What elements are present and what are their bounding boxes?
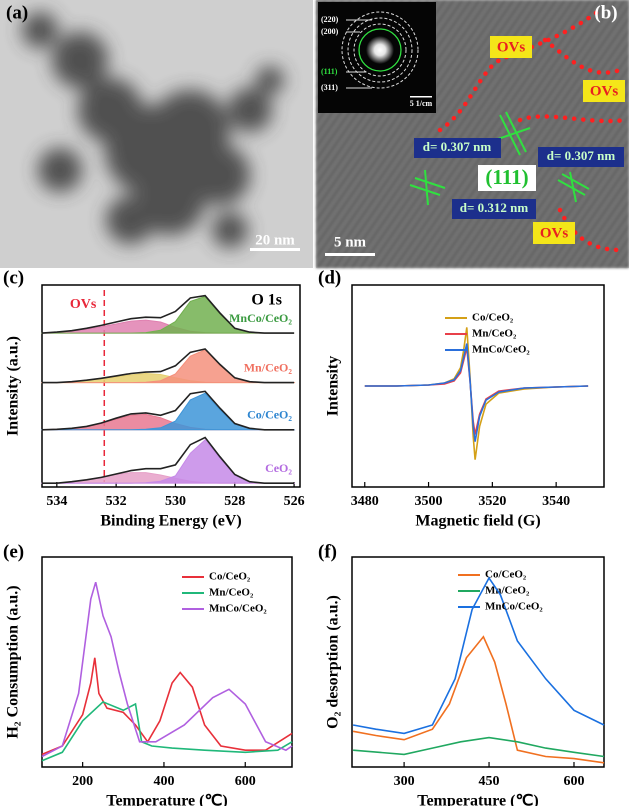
d-spacing-text: d= 0.307 nm [423,139,492,154]
legend-label: Co/CeO₂ [209,571,251,583]
saed-rings [341,11,419,89]
x-tick-label: 526 [284,494,305,509]
scale-bar-label: 20 nm [255,232,295,248]
x-tick-label: 3480 [351,494,379,509]
saed-ring-111 [358,28,402,72]
ov-text: OVs [540,225,569,241]
panel-b: (220) (200) (111) (311) 5 1/cm (b) OVs O… [316,0,629,268]
series-line [352,576,605,735]
legend-label: Co/CeO₂ [472,312,514,324]
y-axis-label: H₂ Consumption (a.u.) [5,585,22,738]
plot-frame [351,284,605,488]
legend-label: Mn/CeO₂ [209,587,254,599]
ov-dots [542,37,623,75]
series-line [42,436,295,484]
d-spacing-label: d= 0.307 nm [414,138,501,158]
ring-label: (220) [321,15,339,24]
d-spacing-label: d= 0.312 nm [452,199,536,219]
ov-dots [517,114,628,124]
y-axis-label: Intensity (a.u.) [5,336,22,436]
series-line [41,294,295,334]
reference-label: OVs [70,297,97,312]
x-tick-label: 3520 [478,494,506,509]
d-spacing-text: d= 0.307 nm [547,148,616,163]
scale-bar [325,253,375,256]
x-tick-label: 532 [106,494,127,509]
series-line [364,343,589,442]
plot-frame [41,284,301,488]
plot-frame [41,556,293,768]
y-axis-label: Intensity [325,356,342,416]
series-line [41,657,293,756]
x-tick-label: 600 [235,774,256,789]
legend-label: Co/CeO₂ [485,569,527,581]
x-tick-label: 300 [394,774,415,789]
x-tick-label: 530 [165,494,186,509]
x-axis-label: Temperature (℃) [417,793,539,806]
panel-label: (a) [6,2,28,23]
plane-text: (111) [485,165,528,189]
panel-label: (e) [3,541,24,562]
curve-label: CeO₂ [265,461,292,475]
series-line [353,736,605,758]
saed-center [366,36,394,64]
x-tick-label: 3540 [542,494,570,509]
x-tick-label: 3500 [415,494,443,509]
d-spacing-text: d= 0.312 nm [460,200,529,215]
series-line [352,635,605,764]
ov-label: OVs [583,80,625,102]
legend-label: Mn/CeO₂ [485,585,530,597]
curve-label: MnCo/CeO₂ [229,311,292,325]
legend-label: MnCo/CeO₂ [472,344,530,356]
plot-frame [351,556,605,768]
series-line [364,347,589,435]
ov-dots [557,207,623,253]
curve-label: Co/CeO₂ [247,408,292,422]
ring-label: (200) [321,27,339,36]
series-line [41,700,293,762]
scale-bar [250,248,300,251]
inset-scale-label: 5 1/cm [410,99,433,108]
series-line [42,348,295,384]
x-axis-label: Temperature (℃) [106,793,228,806]
x-tick-label: 400 [153,774,174,789]
legend-label: MnCo/CeO₂ [485,601,543,613]
inset-scale-bar [410,96,432,98]
legend-label: MnCo/CeO₂ [209,603,267,615]
series-line [41,390,295,431]
particle-clusters [22,12,284,248]
panel-a: (a) 20 nm [0,0,313,268]
ov-label: OVs [533,222,575,244]
d-spacing-label: d= 0.307 nm [538,147,624,167]
x-tick-label: 450 [479,774,500,789]
plane-label: (111) [478,165,536,191]
panel-label: (d) [318,267,341,288]
ring-label: (311) [321,83,338,92]
series-line [41,581,293,758]
ring-leaders [346,19,372,89]
ring-label: (111) [321,67,338,76]
curve-label: Mn/CeO₂ [244,360,293,374]
annotation: O 1s [251,292,282,309]
ov-dots [437,7,603,133]
ov-label: OVs [490,36,532,58]
scale-bar-label: 5 nm [334,234,367,250]
panel-label: (b) [594,2,617,23]
x-tick-label: 528 [224,494,245,509]
panel-label: (c) [3,267,24,288]
x-axis-label: Magnetic field (G) [415,513,540,530]
x-tick-label: 600 [563,774,584,789]
ov-text: OVs [590,83,619,99]
x-tick-label: 200 [72,774,93,789]
x-tick-label: 534 [46,494,67,509]
x-axis-label: Binding Energy (eV) [100,513,241,530]
y-axis-label: O₂ desorption (a.u.) [325,595,342,729]
legend-label: Mn/CeO₂ [472,328,517,340]
ov-text: OVs [497,39,526,55]
panel-label: (f) [318,541,337,562]
